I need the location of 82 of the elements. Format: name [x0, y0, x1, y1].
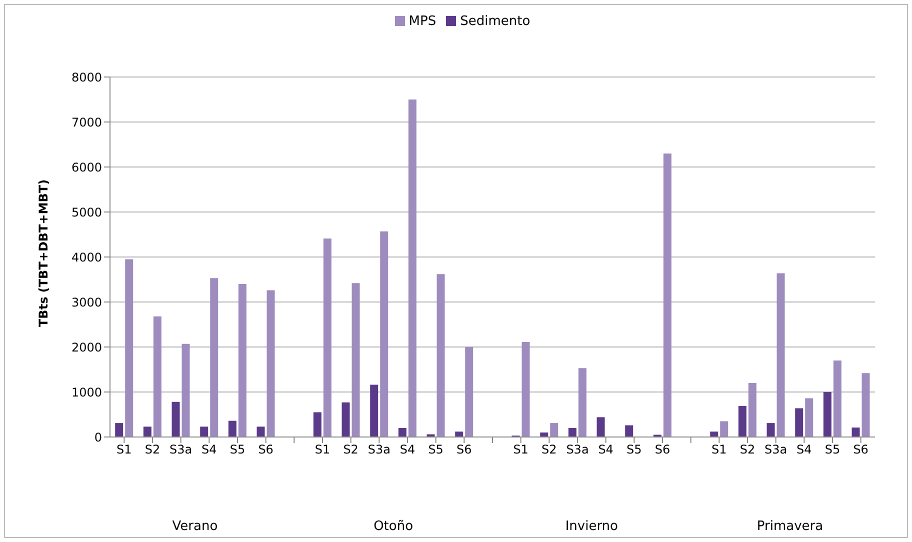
x-tick-label: S1	[314, 442, 330, 457]
bar	[143, 426, 152, 437]
bar	[256, 426, 265, 437]
x-tick-label: S6	[258, 442, 274, 457]
x-tick-label: S3a	[170, 442, 192, 457]
x-tick-label: S4	[202, 442, 217, 457]
text: Primavera	[756, 519, 824, 534]
x-tick-label: S1	[712, 442, 727, 457]
bar	[182, 344, 190, 437]
bar	[352, 283, 360, 437]
bar	[596, 417, 605, 437]
y-tick-label: 1000	[71, 385, 102, 400]
x-tick-label: S1	[513, 442, 528, 457]
bar	[852, 428, 860, 437]
y-axis-title: TBts (TBT+DBT+MBT)	[36, 179, 50, 327]
bar	[795, 408, 804, 437]
bar	[125, 259, 134, 437]
x-tick-label: S5	[824, 442, 840, 457]
y-tick-label: 5000	[71, 205, 102, 220]
y-tick-label: 3000	[71, 295, 102, 310]
x-tick-label: S5	[626, 442, 642, 457]
bar	[748, 383, 756, 437]
bar	[398, 428, 406, 437]
bar	[862, 373, 870, 437]
bar	[738, 406, 746, 437]
y-tick-label: 4000	[71, 250, 102, 264]
bar	[805, 398, 814, 437]
x-tick-label: S5	[230, 442, 246, 457]
text: Verano	[171, 519, 219, 534]
bar	[266, 290, 275, 437]
x-tick-label: S6	[853, 442, 868, 457]
bar	[625, 425, 634, 437]
bar	[408, 100, 416, 437]
y-tick-label: 2000	[71, 340, 102, 354]
x-tick-label: S5	[428, 442, 444, 457]
x-tick-label: S2	[144, 442, 160, 457]
bar	[153, 316, 162, 437]
text: Invierno	[564, 519, 619, 534]
bar	[238, 284, 246, 437]
bar	[115, 423, 124, 437]
y-tick-label: 7000	[71, 115, 102, 130]
y-tick-label: 8000	[71, 70, 102, 84]
bar	[455, 432, 464, 437]
bar	[550, 423, 558, 437]
x-tick-label: S4	[400, 442, 416, 457]
bar	[200, 426, 208, 437]
x-tick-label: S1	[116, 442, 132, 457]
y-tick-label: 6000	[71, 160, 102, 174]
bar	[342, 402, 350, 437]
x-tick-label: S2	[740, 442, 756, 457]
bar	[776, 273, 785, 437]
bar	[370, 384, 378, 437]
bar	[766, 423, 775, 437]
bar	[823, 392, 832, 437]
bar	[380, 231, 388, 437]
bar	[522, 342, 530, 437]
x-tick-label: S4	[796, 442, 812, 457]
bar	[720, 421, 728, 437]
y-tick-label: 0	[94, 430, 102, 444]
bar	[313, 412, 322, 437]
bar	[210, 278, 218, 437]
bar	[172, 402, 180, 437]
bar	[465, 347, 474, 437]
bar	[323, 238, 332, 437]
x-tick-label: S3a	[368, 442, 390, 457]
bar	[568, 428, 576, 437]
x-tick-label: S3a	[566, 442, 589, 457]
bar	[228, 420, 236, 437]
legend-label: MPS	[408, 14, 436, 29]
bar	[833, 360, 842, 437]
x-tick-label: S2	[542, 442, 557, 457]
bar	[578, 368, 586, 437]
bar	[710, 432, 718, 437]
bar	[663, 154, 672, 437]
bar	[436, 274, 445, 437]
x-tick-label: S3a	[764, 442, 788, 457]
x-tick-label: S2	[343, 442, 358, 457]
x-tick-label: S6	[456, 442, 472, 457]
x-tick-label: S4	[598, 442, 614, 457]
text: Otoño	[372, 519, 414, 534]
x-tick-label: S6	[654, 442, 670, 457]
legend-label: Sedimento	[460, 14, 530, 29]
